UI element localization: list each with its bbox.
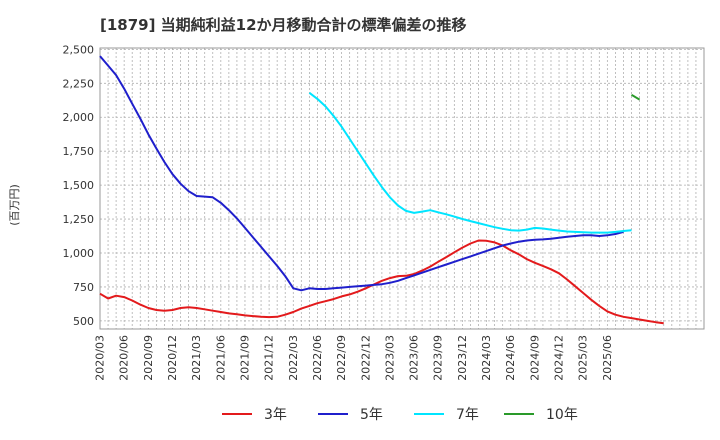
x-tick-label: 2022/09 (335, 335, 348, 381)
x-tick-label: 2022/12 (359, 335, 372, 381)
series-line-5年 (99, 55, 624, 292)
x-tick-label: 2020/09 (142, 335, 155, 381)
y-axis-ticks: 500 750 1,000 1,250 1,500 1,750 2,000 2,250 2,50… (63, 43, 95, 327)
x-tick-label: 2023/09 (432, 335, 445, 381)
x-tick-label: 2021/09 (238, 335, 251, 381)
y-tick-label: 1,000 (63, 247, 95, 260)
x-tick-label: 2024/03 (480, 335, 493, 381)
series-line-3年 (99, 239, 664, 325)
x-tick-label: 2023/12 (456, 335, 469, 381)
x-tick-label: 2020/12 (166, 335, 179, 381)
y-tick-label: 2,250 (63, 77, 95, 90)
x-tick-label: 2024/12 (553, 335, 566, 381)
x-tick-label: 2022/03 (287, 335, 300, 381)
x-tick-label: 2023/03 (383, 335, 396, 381)
x-tick-label: 2020/03 (94, 335, 107, 381)
x-tick-label: 2023/06 (408, 335, 421, 381)
legend-label: 10年 (546, 407, 578, 423)
y-tick-label: 1,500 (63, 179, 95, 192)
plot-frame (99, 47, 705, 330)
x-tick-label: 2021/03 (190, 335, 203, 381)
x-tick-label: 2021/06 (214, 335, 227, 381)
grid (100, 48, 704, 329)
x-tick-label: 2020/06 (118, 335, 131, 381)
chart-title: [1879] 当期純利益12か月移動合計の標準偏差の推移 (100, 16, 467, 34)
x-tick-label: 2025/03 (577, 335, 590, 381)
x-tick-label: 2022/06 (311, 335, 324, 381)
y-tick-label: 1,750 (63, 145, 95, 158)
x-tick-label: 2024/09 (528, 335, 541, 381)
x-tick-label: 2025/06 (601, 335, 614, 381)
x-tick-label: 2024/06 (504, 335, 517, 381)
legend-label: 3年 (264, 407, 287, 423)
legend-label: 5年 (360, 407, 383, 423)
series-line-10年 (630, 93, 641, 101)
legend-label: 7年 (456, 407, 479, 423)
series-line-7年 (308, 92, 632, 234)
x-axis-ticks: 2020/03 2020/06 2020/09 2020/12 2021/03 2021/… (94, 335, 614, 381)
y-tick-label: 500 (73, 315, 94, 328)
y-tick-label: 750 (73, 281, 94, 294)
x-tick-label: 2021/12 (263, 335, 276, 381)
y-axis-title: (百万円) (8, 184, 21, 226)
y-tick-label: 2,000 (63, 111, 95, 124)
series-layer (99, 55, 664, 325)
legend: 3年 5年 7年 10年 (222, 407, 578, 423)
y-tick-label: 1,250 (63, 213, 95, 226)
y-tick-label: 2,500 (63, 43, 95, 56)
